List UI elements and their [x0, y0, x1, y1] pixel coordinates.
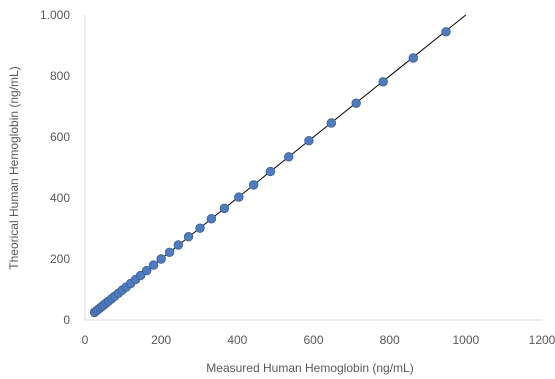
data-point: [183, 232, 194, 242]
y-tick-label: 200: [50, 252, 70, 266]
data-point: [326, 118, 337, 128]
data-point: [441, 27, 451, 37]
y-tick-label: 800: [50, 69, 70, 83]
x-tick-label: 200: [151, 333, 171, 347]
data-point: [206, 214, 217, 224]
x-tick-label: 600: [303, 333, 323, 347]
y-tick-label: 400: [50, 191, 70, 205]
y-tick-labels: 0 200 400 600 800 1.000: [40, 8, 70, 327]
data-point: [156, 254, 166, 264]
data-point: [304, 135, 314, 146]
data-point: [378, 77, 388, 87]
data-point: [195, 223, 205, 233]
x-tick-label: 1000: [452, 333, 479, 347]
data-point: [219, 203, 230, 214]
data-point: [141, 265, 152, 276]
data-point: [135, 270, 146, 281]
y-tick-label: 0: [63, 313, 70, 327]
y-axis-title: Theorical Human Hemoglobin (ng/mL): [7, 66, 21, 269]
x-tick-label: 400: [227, 333, 247, 347]
data-points: [89, 27, 451, 318]
x-tick-labels: 0 200 400 600 800 1000 1200: [82, 333, 555, 347]
x-tick-label: 800: [380, 333, 400, 347]
y-tick-label: 1.000: [40, 8, 70, 22]
data-point: [408, 53, 418, 63]
y-tick-label: 600: [50, 130, 70, 144]
data-point: [148, 260, 159, 270]
x-tick-label: 1200: [529, 333, 555, 347]
data-point: [234, 192, 244, 202]
data-point: [164, 247, 175, 257]
data-point: [173, 240, 184, 250]
data-point: [249, 180, 259, 190]
data-point: [284, 152, 294, 162]
data-point: [265, 166, 276, 177]
x-axis-title: Measured Human Hemoglobin (ng/mL): [206, 361, 413, 375]
x-tick-label: 0: [82, 333, 89, 347]
data-point: [351, 98, 361, 108]
